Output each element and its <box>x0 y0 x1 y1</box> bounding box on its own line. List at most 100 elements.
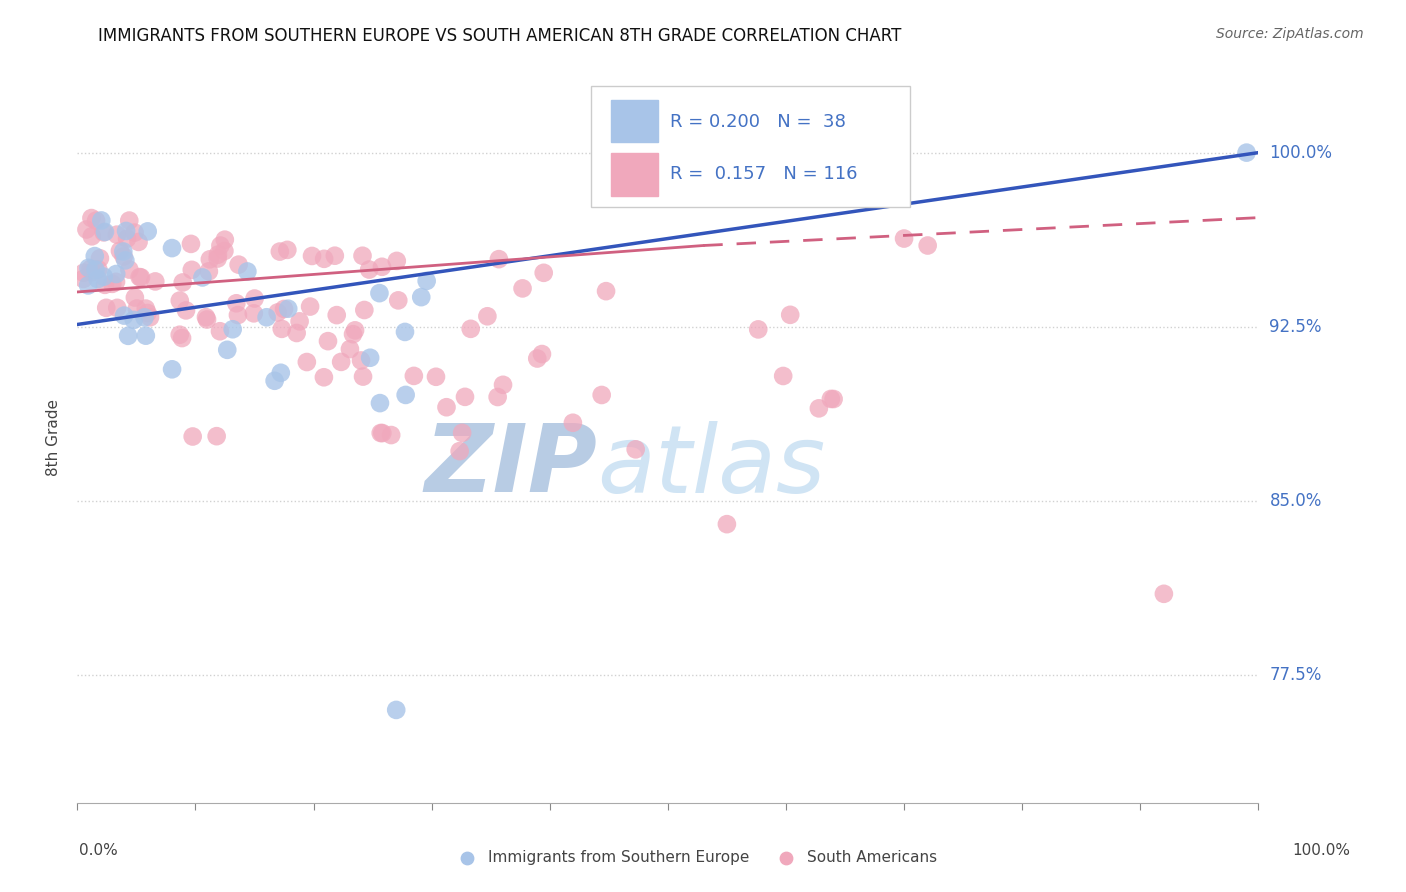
Point <box>624 442 647 457</box>
Point <box>316 334 339 348</box>
Point <box>93 225 115 239</box>
Text: R = 0.200   N =  38: R = 0.200 N = 38 <box>671 112 846 131</box>
Point <box>117 328 139 343</box>
Text: 0.0%: 0.0% <box>79 843 118 858</box>
Text: 92.5%: 92.5% <box>1270 318 1322 335</box>
Point <box>299 300 322 314</box>
Point <box>449 444 471 458</box>
Point <box>122 313 145 327</box>
Point <box>371 260 394 274</box>
Bar <box>612 153 658 195</box>
Point <box>169 327 191 342</box>
Point <box>135 328 157 343</box>
Point <box>512 281 534 295</box>
Point <box>359 262 381 277</box>
Point <box>112 250 135 264</box>
Point <box>591 388 613 402</box>
Point <box>779 308 801 322</box>
Point <box>128 270 150 285</box>
Point <box>454 390 477 404</box>
Point <box>135 301 157 316</box>
Text: 85.0%: 85.0% <box>1270 491 1322 510</box>
Point <box>90 213 112 227</box>
Point <box>823 392 845 406</box>
Point <box>1153 587 1175 601</box>
Bar <box>612 100 658 143</box>
Point <box>209 238 232 252</box>
Point <box>301 249 323 263</box>
Point <box>105 227 128 242</box>
Point <box>105 275 128 289</box>
Point <box>917 238 939 252</box>
Point <box>112 309 135 323</box>
Point <box>368 286 391 301</box>
Point <box>125 301 148 316</box>
Point <box>198 252 221 267</box>
Point <box>530 347 553 361</box>
Point <box>226 308 249 322</box>
Point <box>84 262 107 277</box>
Point <box>94 277 117 292</box>
Text: IMMIGRANTS FROM SOUTHERN EUROPE VS SOUTH AMERICAN 8TH GRADE CORRELATION CHART: IMMIGRANTS FROM SOUTHERN EUROPE VS SOUTH… <box>98 27 901 45</box>
Point <box>115 224 138 238</box>
Y-axis label: 8th Grade: 8th Grade <box>45 399 60 475</box>
Point <box>139 310 162 325</box>
Point <box>228 258 250 272</box>
Point <box>350 353 373 368</box>
Point <box>118 262 141 277</box>
Point <box>276 243 298 257</box>
Point <box>352 369 374 384</box>
Point <box>170 331 193 345</box>
Point <box>266 305 288 319</box>
Point <box>221 322 243 336</box>
Point <box>314 252 336 266</box>
Point <box>526 351 548 366</box>
Point <box>807 401 830 416</box>
Text: ZIP: ZIP <box>425 420 598 512</box>
Point <box>425 369 447 384</box>
Point <box>370 425 392 440</box>
Point <box>118 213 141 227</box>
Point <box>124 291 146 305</box>
Point <box>236 264 259 278</box>
Text: 77.5%: 77.5% <box>1270 666 1322 684</box>
Point <box>772 369 794 384</box>
Point <box>716 517 738 532</box>
Point <box>93 269 115 284</box>
Point <box>273 301 295 316</box>
Point <box>217 343 239 357</box>
Point <box>394 325 416 339</box>
Point <box>160 362 183 376</box>
Point <box>129 270 152 285</box>
Point <box>342 327 364 342</box>
Point <box>72 272 94 286</box>
Point <box>243 306 266 320</box>
Point <box>108 244 131 258</box>
Point <box>112 244 135 259</box>
Point <box>1236 145 1258 160</box>
Point <box>77 278 100 293</box>
Point <box>395 388 418 402</box>
Text: South Americans: South Americans <box>807 850 938 865</box>
Point <box>180 236 202 251</box>
Point <box>101 277 124 291</box>
Point <box>353 303 375 318</box>
Point <box>128 235 150 249</box>
Point <box>195 312 218 326</box>
Point <box>288 314 311 328</box>
Point <box>75 222 97 236</box>
Point <box>263 374 285 388</box>
Point <box>330 355 353 369</box>
Point <box>368 396 391 410</box>
Point <box>172 276 194 290</box>
Point <box>86 272 108 286</box>
Text: Source: ZipAtlas.com: Source: ZipAtlas.com <box>1216 27 1364 41</box>
Point <box>114 253 136 268</box>
Point <box>486 390 509 404</box>
Point <box>124 226 146 240</box>
Point <box>80 211 103 225</box>
Text: R =  0.157   N = 116: R = 0.157 N = 116 <box>671 166 858 184</box>
Point <box>243 292 266 306</box>
Point <box>893 231 915 245</box>
Point <box>533 266 555 280</box>
